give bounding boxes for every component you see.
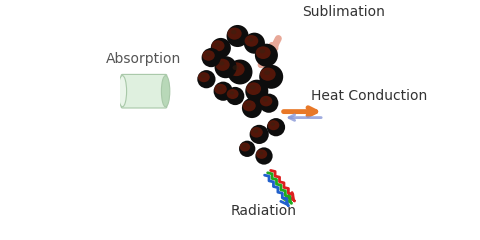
Ellipse shape (231, 30, 237, 34)
Ellipse shape (214, 84, 227, 94)
Text: Absorption: Absorption (107, 52, 181, 66)
Ellipse shape (205, 52, 210, 56)
Ellipse shape (215, 56, 237, 78)
Ellipse shape (245, 35, 258, 47)
Ellipse shape (239, 141, 255, 157)
Ellipse shape (202, 48, 221, 67)
Ellipse shape (240, 143, 250, 151)
Ellipse shape (232, 65, 239, 70)
Ellipse shape (228, 60, 252, 84)
Ellipse shape (216, 59, 230, 71)
Ellipse shape (198, 72, 210, 82)
FancyBboxPatch shape (121, 74, 167, 108)
Ellipse shape (214, 82, 233, 101)
Ellipse shape (211, 38, 231, 58)
Ellipse shape (202, 50, 215, 61)
Ellipse shape (211, 40, 225, 51)
Ellipse shape (230, 91, 234, 95)
Ellipse shape (226, 87, 244, 105)
Ellipse shape (217, 86, 222, 90)
Ellipse shape (264, 70, 270, 75)
Ellipse shape (260, 49, 265, 54)
Ellipse shape (260, 68, 276, 81)
Ellipse shape (219, 61, 225, 66)
Ellipse shape (201, 74, 205, 78)
Ellipse shape (267, 120, 279, 130)
Ellipse shape (259, 65, 283, 89)
Ellipse shape (244, 33, 265, 54)
Text: Radiation: Radiation (230, 204, 296, 218)
Ellipse shape (227, 89, 239, 99)
Ellipse shape (259, 94, 278, 113)
Ellipse shape (256, 46, 271, 59)
Ellipse shape (250, 125, 269, 144)
Ellipse shape (250, 85, 256, 90)
Text: Heat Conduction: Heat Conduction (311, 89, 427, 103)
Ellipse shape (248, 37, 253, 42)
Ellipse shape (227, 25, 249, 47)
Ellipse shape (242, 98, 262, 118)
Ellipse shape (228, 62, 245, 76)
Ellipse shape (255, 147, 273, 165)
Ellipse shape (245, 80, 268, 103)
Ellipse shape (242, 100, 256, 111)
Ellipse shape (197, 70, 216, 88)
Ellipse shape (255, 44, 278, 67)
Ellipse shape (253, 129, 258, 133)
Ellipse shape (250, 127, 263, 138)
Ellipse shape (271, 122, 275, 126)
Ellipse shape (118, 76, 127, 107)
Ellipse shape (259, 151, 263, 155)
Ellipse shape (267, 118, 285, 136)
Ellipse shape (215, 42, 220, 47)
Ellipse shape (242, 144, 246, 148)
Text: Sublimation: Sublimation (302, 5, 385, 19)
Ellipse shape (228, 28, 242, 40)
Ellipse shape (246, 102, 251, 107)
Ellipse shape (161, 76, 170, 107)
Ellipse shape (263, 98, 268, 102)
Ellipse shape (256, 149, 267, 159)
Ellipse shape (246, 82, 261, 95)
Ellipse shape (260, 96, 272, 106)
